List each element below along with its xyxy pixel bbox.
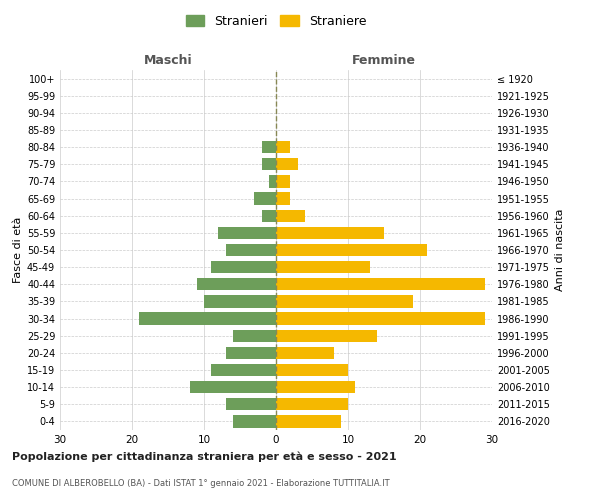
Bar: [226, 244, 276, 256]
Bar: [211, 364, 276, 376]
Bar: [139, 312, 276, 324]
Bar: [276, 261, 370, 274]
Bar: [262, 141, 276, 154]
Bar: [226, 346, 276, 359]
Bar: [190, 381, 276, 394]
Bar: [276, 158, 298, 170]
Bar: [276, 416, 341, 428]
Bar: [233, 416, 276, 428]
Bar: [276, 312, 485, 324]
Bar: [254, 192, 276, 204]
Bar: [233, 330, 276, 342]
Bar: [276, 364, 348, 376]
Bar: [226, 398, 276, 410]
Legend: Stranieri, Straniere: Stranieri, Straniere: [182, 11, 370, 32]
Bar: [276, 381, 355, 394]
Text: Popolazione per cittadinanza straniera per età e sesso - 2021: Popolazione per cittadinanza straniera p…: [12, 452, 397, 462]
Bar: [276, 210, 305, 222]
Text: Maschi: Maschi: [143, 54, 193, 66]
Bar: [276, 244, 427, 256]
Bar: [211, 261, 276, 274]
Bar: [276, 398, 348, 410]
Bar: [276, 176, 290, 188]
Bar: [262, 210, 276, 222]
Bar: [276, 192, 290, 204]
Bar: [269, 176, 276, 188]
Bar: [197, 278, 276, 290]
Bar: [276, 330, 377, 342]
Text: COMUNE DI ALBEROBELLO (BA) - Dati ISTAT 1° gennaio 2021 - Elaborazione TUTTITALI: COMUNE DI ALBEROBELLO (BA) - Dati ISTAT …: [12, 478, 389, 488]
Bar: [276, 141, 290, 154]
Y-axis label: Anni di nascita: Anni di nascita: [555, 209, 565, 291]
Bar: [276, 278, 485, 290]
Bar: [204, 296, 276, 308]
Text: Femmine: Femmine: [352, 54, 416, 66]
Bar: [276, 296, 413, 308]
Bar: [262, 158, 276, 170]
Bar: [218, 226, 276, 239]
Bar: [276, 346, 334, 359]
Y-axis label: Fasce di età: Fasce di età: [13, 217, 23, 283]
Bar: [276, 226, 384, 239]
